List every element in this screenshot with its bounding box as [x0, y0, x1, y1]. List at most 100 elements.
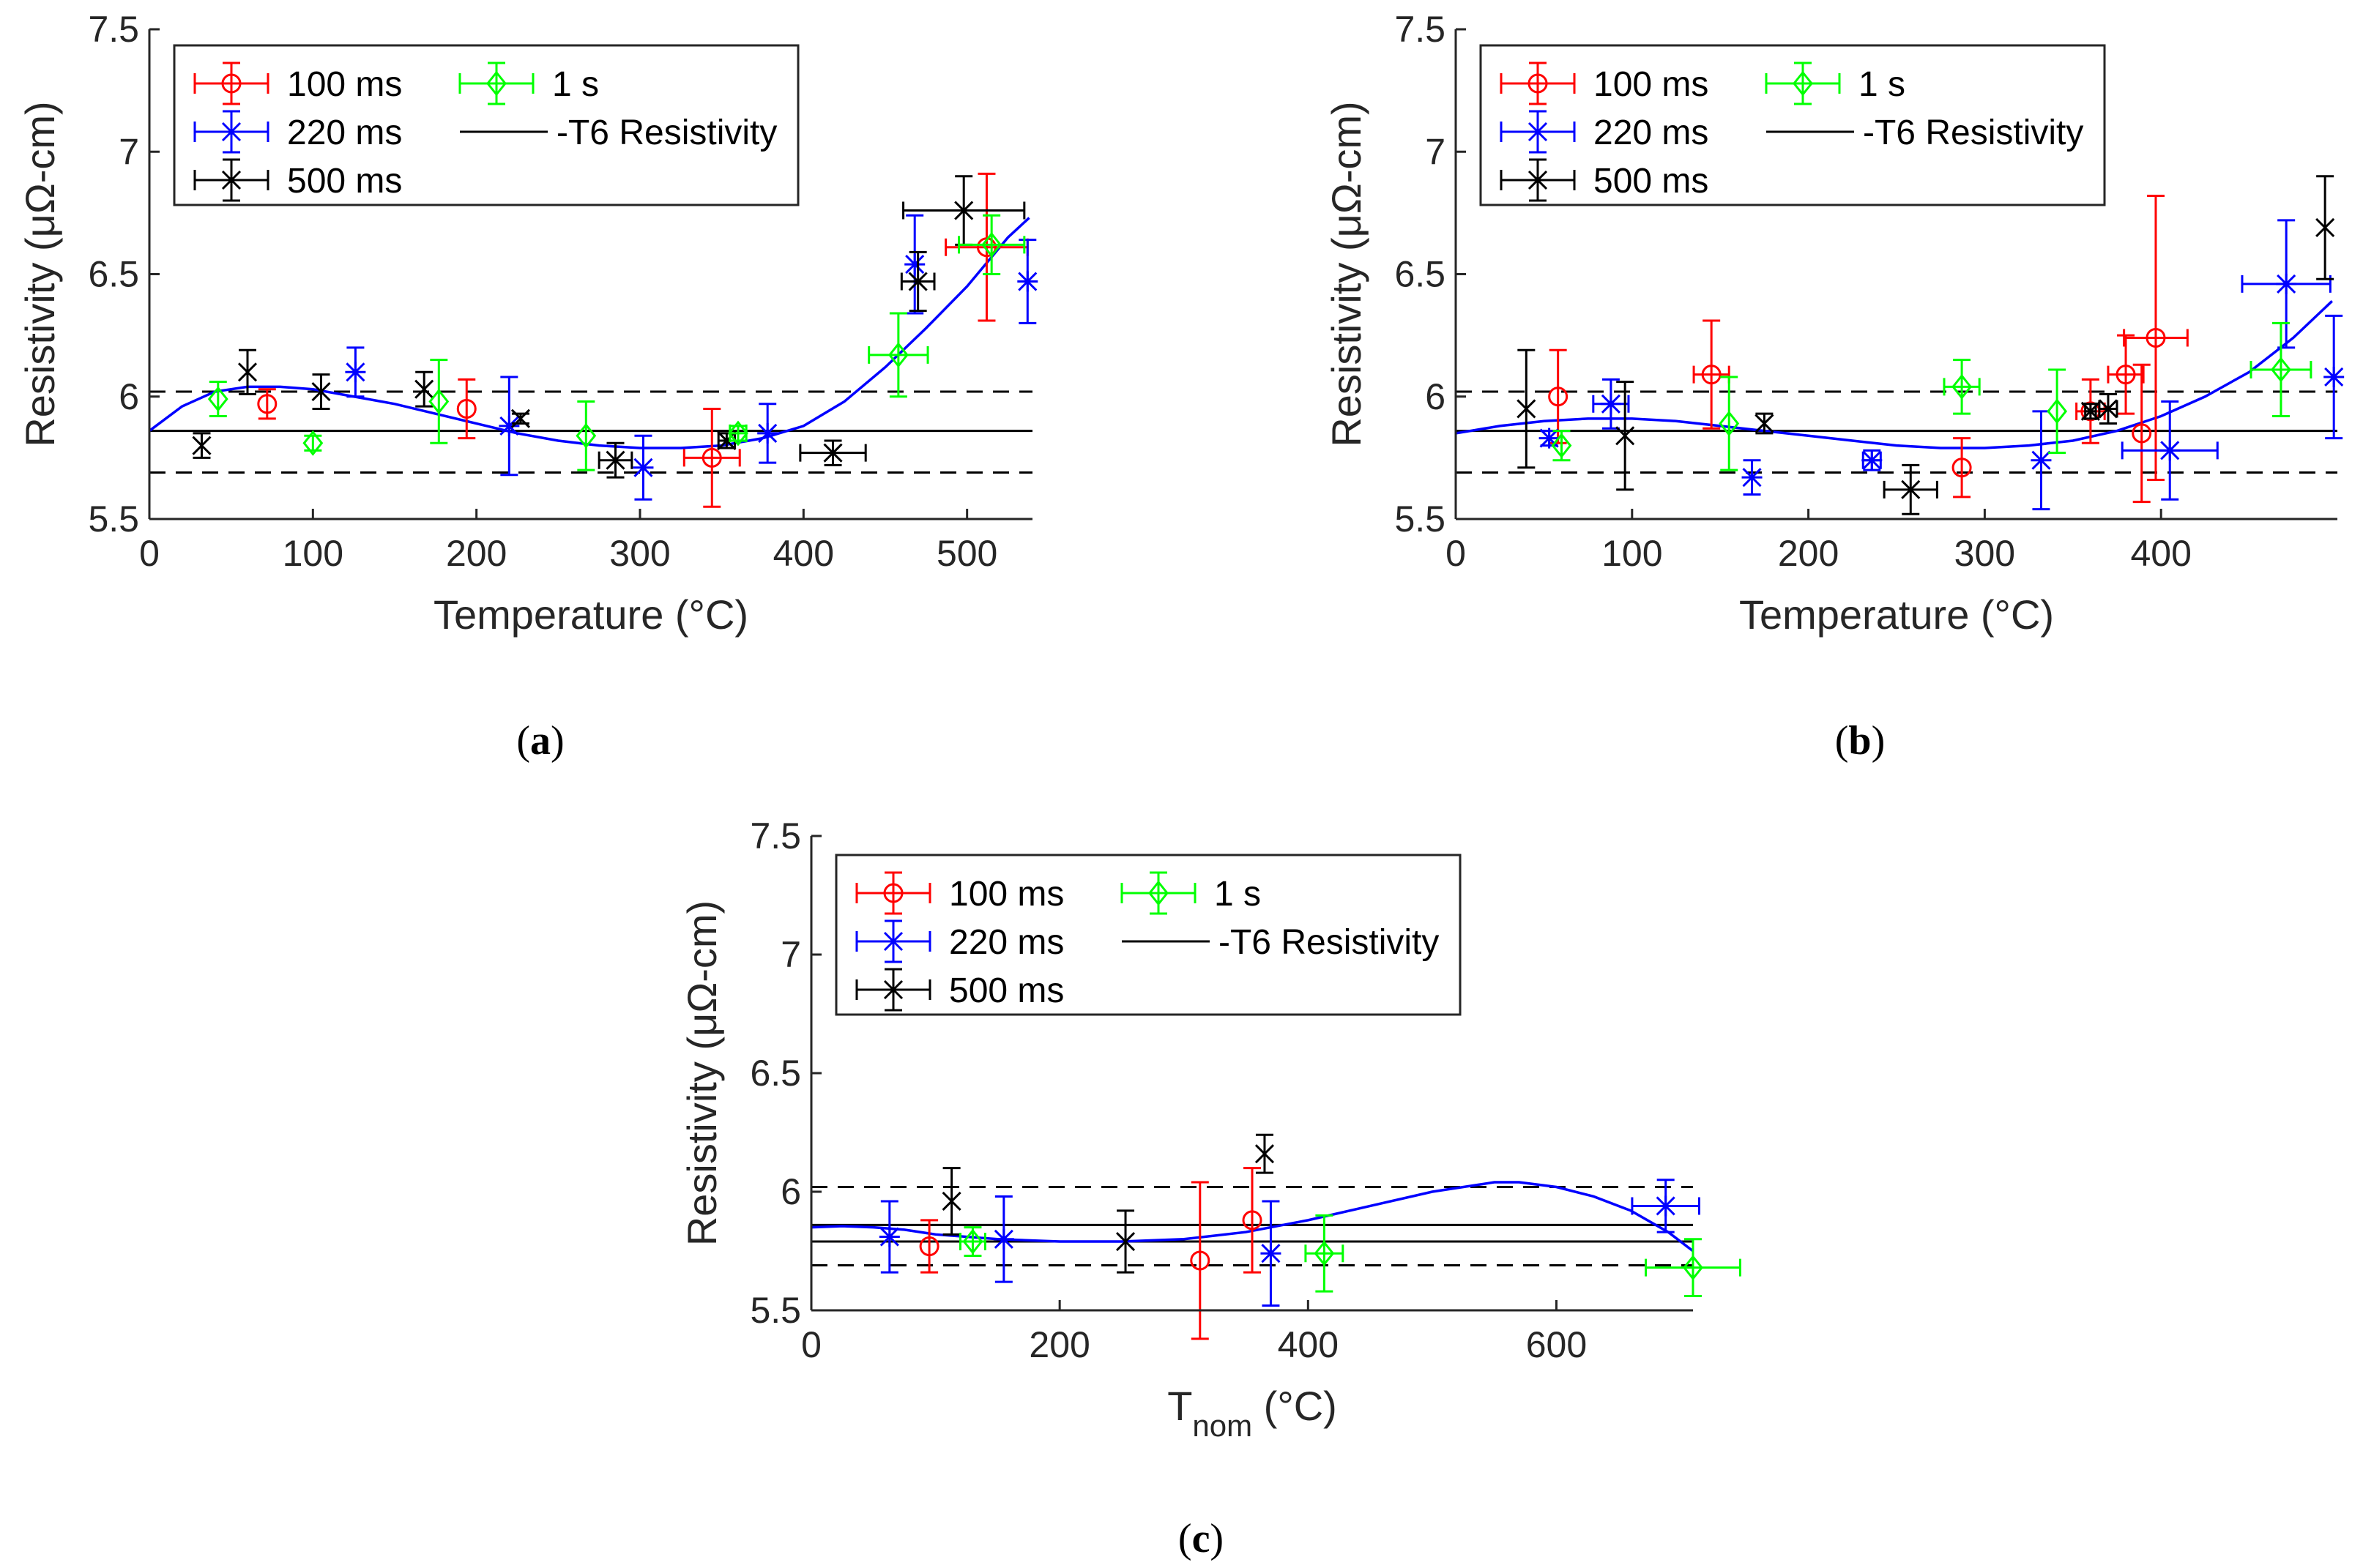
y-tick-label: 7 [781, 934, 801, 975]
data-point [2080, 401, 2100, 421]
error-bar [1304, 1214, 1344, 1293]
data-point [606, 450, 625, 470]
legend-item: 220 ms [193, 110, 402, 154]
data-point [2159, 440, 2181, 461]
legend-item: -T6 Resistivity [1766, 113, 2083, 152]
data-point [414, 379, 434, 399]
data-point [728, 420, 748, 447]
data-point [1190, 1250, 1210, 1271]
data-point [1901, 479, 1921, 499]
y-tick-label: 5.5 [88, 499, 139, 540]
data-point [1260, 1243, 1281, 1264]
legend-marker [486, 70, 507, 97]
error-bar [2048, 368, 2066, 455]
data-point [428, 389, 450, 414]
error-bar [458, 378, 476, 440]
legend-item: 220 ms [855, 919, 1064, 963]
legend-marker [1148, 880, 1169, 906]
panel-b: 5.5 6 6.5 7 7.5 0 100 200 300 400 Resistivity (μΩ-… [1323, 9, 2345, 764]
error-bar [258, 388, 276, 420]
caption-letter: a [530, 718, 551, 764]
error-bar [577, 400, 595, 471]
panel-c: 5.5 6 6.5 7 7.5 0 200 400 600 Resistivity (μΩ-cm)… [679, 815, 1741, 1561]
data-point [2315, 217, 2335, 238]
series-500-ms [942, 1133, 1275, 1274]
data-point [1719, 411, 1740, 436]
data-point [1754, 414, 1774, 433]
data-point [1861, 449, 1883, 471]
error-bar [1943, 359, 1981, 415]
data-point [2132, 423, 2152, 444]
y-tick-label: 5.5 [1394, 499, 1445, 540]
data-point [962, 1228, 983, 1255]
x-axis-label-unit: (°C) [1252, 1383, 1337, 1429]
data-point [633, 457, 654, 478]
legend-label: 500 ms [287, 162, 402, 201]
legend-item: 500 ms [1500, 158, 1708, 202]
caption-paren: ( [516, 718, 530, 764]
legend-box [173, 44, 800, 206]
data-point [887, 342, 909, 368]
series-1-s [207, 214, 1026, 471]
series-220-ms [345, 214, 1038, 501]
y-tick-label: 7.5 [750, 815, 801, 856]
legend-errorbar [1765, 61, 1841, 105]
error-bar [2123, 194, 2189, 481]
data-point [1254, 1144, 1275, 1164]
legend-label: 500 ms [1593, 162, 1708, 201]
legend-marker [883, 883, 904, 903]
data-point [2323, 366, 2345, 387]
y-tick-label: 7 [119, 131, 139, 172]
legend-errorbar [855, 871, 931, 915]
error-bar [1692, 319, 1730, 430]
data-point [757, 422, 778, 444]
data-point [717, 430, 737, 451]
x-axis-label-sub: nom [1192, 1408, 1252, 1443]
legend-marker [221, 170, 242, 190]
data-point [1655, 1195, 1676, 1217]
x-tick-label: 400 [1278, 1324, 1339, 1365]
x-tick-label: 200 [446, 533, 507, 574]
data-point [2271, 356, 2291, 383]
legend-marker [1527, 73, 1548, 94]
data-point [879, 1226, 900, 1247]
legend-item: 1 s [1765, 61, 1905, 105]
series-100-ms [1548, 194, 2189, 504]
y-tick-label: 6 [119, 376, 139, 417]
legend-item: 100 ms [193, 61, 402, 105]
caption-paren: ) [1210, 1516, 1224, 1561]
data-point [1551, 433, 1572, 459]
legend-item: 100 ms [855, 871, 1064, 915]
panel-caption: (c) [1178, 1516, 1224, 1561]
caption-letter: c [1192, 1516, 1210, 1561]
legend-label: 100 ms [949, 875, 1064, 914]
x-tick-label: 0 [1445, 533, 1466, 574]
legend-label: -T6 Resistivity [1218, 923, 1439, 962]
panel-caption: (a) [516, 718, 564, 764]
legend-label: 220 ms [287, 113, 402, 152]
data-point [192, 436, 212, 455]
series-220-ms [1538, 219, 2345, 511]
caption-letter: b [1848, 718, 1871, 764]
data-point [908, 272, 928, 291]
x-tick-label: 100 [283, 533, 343, 574]
data-point [1538, 428, 1560, 449]
data-point [1517, 399, 1536, 419]
legend-item: 1 s [1120, 871, 1261, 915]
legend-marker [883, 931, 904, 952]
error-bar [2132, 363, 2151, 504]
x-tick-label: 300 [1954, 533, 2015, 574]
data-point [981, 231, 1002, 258]
y-tick-label: 7 [1425, 131, 1445, 172]
legend-label: 220 ms [949, 923, 1064, 962]
y-tick-label: 6.5 [88, 254, 139, 295]
data-point [257, 394, 278, 414]
legend-marker [221, 122, 242, 142]
error-bar [2249, 321, 2312, 418]
data-point [1314, 1240, 1335, 1266]
data-point [904, 254, 926, 275]
y-tick-label: 6.5 [1394, 254, 1445, 295]
data-point [456, 398, 477, 419]
error-bar [1243, 1167, 1261, 1274]
